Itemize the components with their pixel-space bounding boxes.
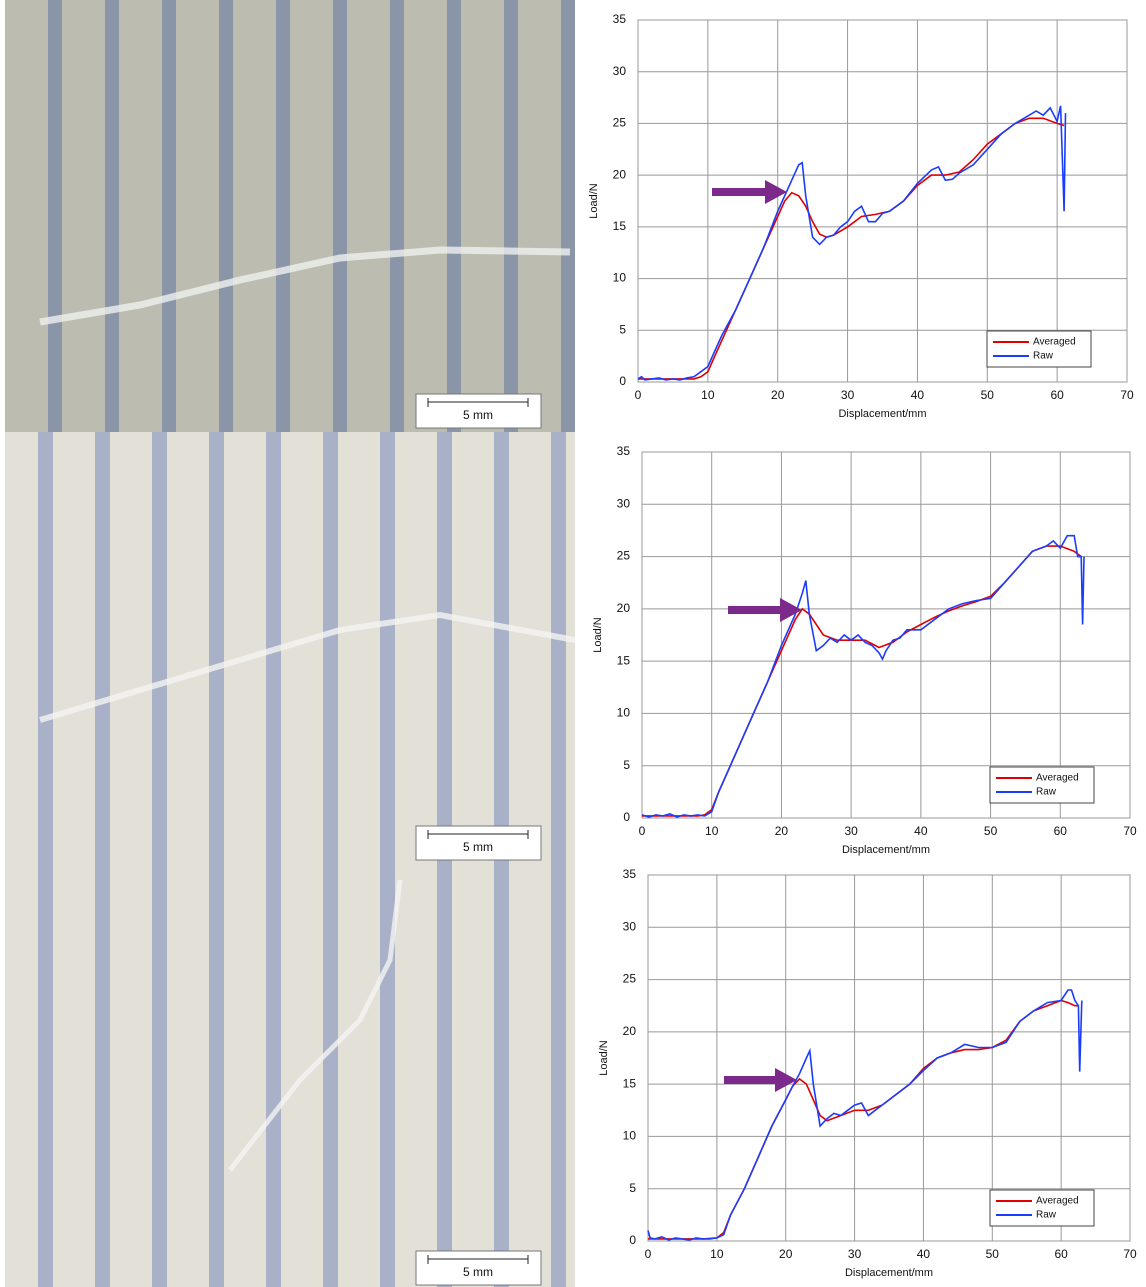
y-tick-label: 35: [613, 12, 627, 26]
x-tick-label: 70: [1123, 1247, 1137, 1261]
y-tick-label: 20: [613, 167, 627, 181]
y-axis-title: Load/N: [592, 617, 604, 653]
x-tick-label: 70: [1123, 824, 1137, 838]
legend-label: Averaged: [1036, 773, 1079, 784]
x-tick-label: 20: [779, 1247, 793, 1261]
y-tick-label: 25: [613, 116, 627, 130]
legend-label: Raw: [1033, 351, 1054, 362]
photo: [5, 432, 576, 862]
data-line: [647, 989, 1083, 1241]
y-tick-label: 0: [623, 810, 630, 824]
x-tick-label: 60: [1050, 388, 1064, 402]
x-axis-title: Displacement/mm: [842, 844, 930, 856]
y-axis-title: Load/N: [588, 183, 600, 219]
x-tick-label: 0: [645, 1247, 652, 1261]
x-tick-label: 30: [841, 388, 855, 402]
y-tick-label: 35: [623, 867, 637, 881]
x-tick-label: 40: [917, 1247, 931, 1261]
legend-box: [989, 1189, 1095, 1227]
y-tick-label: 20: [623, 1024, 637, 1038]
y-tick-label: 25: [623, 972, 637, 986]
y-tick-label: 5: [629, 1181, 636, 1195]
y-tick-label: 0: [629, 1233, 636, 1247]
x-tick-label: 40: [914, 824, 928, 838]
plot-area: [647, 874, 1131, 1242]
y-tick-label: 15: [617, 653, 631, 667]
y-axis-title: Load/N: [598, 1040, 610, 1076]
plot-area: [641, 451, 1131, 819]
x-tick-label: 40: [911, 388, 925, 402]
arrow: [712, 180, 787, 204]
data-line: [638, 117, 1065, 380]
data-line: [637, 105, 1067, 381]
arrows: [712, 180, 802, 1092]
scale-bar-label: 5 mm: [463, 408, 493, 422]
charts: 0 10 20 30 40 50 60 7005101520253035Displacemen…: [588, 12, 1137, 1279]
x-tick-label: 50: [984, 824, 998, 838]
x-tick-label: 20: [775, 824, 789, 838]
y-tick-label: 30: [623, 919, 637, 933]
arrow: [728, 598, 802, 622]
y-tick-label: 5: [623, 758, 630, 772]
x-tick-label: 50: [986, 1247, 1000, 1261]
data-line: [641, 534, 1085, 818]
scale-bar-label: 5 mm: [463, 840, 493, 854]
y-tick-label: 15: [623, 1076, 637, 1090]
y-tick-label: 30: [617, 496, 631, 510]
legend-label: Raw: [1036, 787, 1057, 798]
y-tick-label: 10: [613, 271, 627, 285]
y-tick-label: 10: [617, 706, 631, 720]
y-tick-label: 5: [619, 322, 626, 336]
legend-label: Raw: [1036, 1210, 1057, 1221]
y-tick-label: 20: [617, 601, 631, 615]
y-tick-label: 35: [617, 444, 631, 458]
x-tick-label: 10: [705, 824, 719, 838]
scale-bar-label: 5 mm: [463, 1265, 493, 1279]
y-tick-label: 30: [613, 64, 627, 78]
x-tick-label: 20: [771, 388, 785, 402]
legend-box: [986, 330, 1092, 368]
x-tick-label: 0: [635, 388, 642, 402]
photo: [5, 862, 575, 1287]
x-tick-label: 70: [1120, 388, 1134, 402]
x-tick-label: 10: [701, 388, 715, 402]
x-tick-label: 0: [639, 824, 646, 838]
photo: [5, 0, 575, 432]
arrow: [724, 1068, 797, 1092]
x-axis-title: Displacement/mm: [838, 408, 926, 420]
x-tick-label: 30: [844, 824, 858, 838]
legend-label: Averaged: [1036, 1196, 1079, 1207]
y-tick-label: 10: [623, 1129, 637, 1143]
y-tick-label: 0: [619, 374, 626, 388]
plot-area: [637, 19, 1128, 383]
y-tick-label: 15: [613, 219, 627, 233]
x-tick-label: 30: [848, 1247, 862, 1261]
x-axis-title: Displacement/mm: [845, 1267, 933, 1279]
x-tick-label: 60: [1054, 1247, 1068, 1261]
x-tick-label: 50: [981, 388, 995, 402]
x-tick-label: 60: [1054, 824, 1068, 838]
legend-box: [989, 766, 1095, 804]
x-tick-label: 10: [710, 1247, 724, 1261]
y-tick-label: 25: [617, 549, 631, 563]
legend-label: Averaged: [1033, 337, 1076, 348]
